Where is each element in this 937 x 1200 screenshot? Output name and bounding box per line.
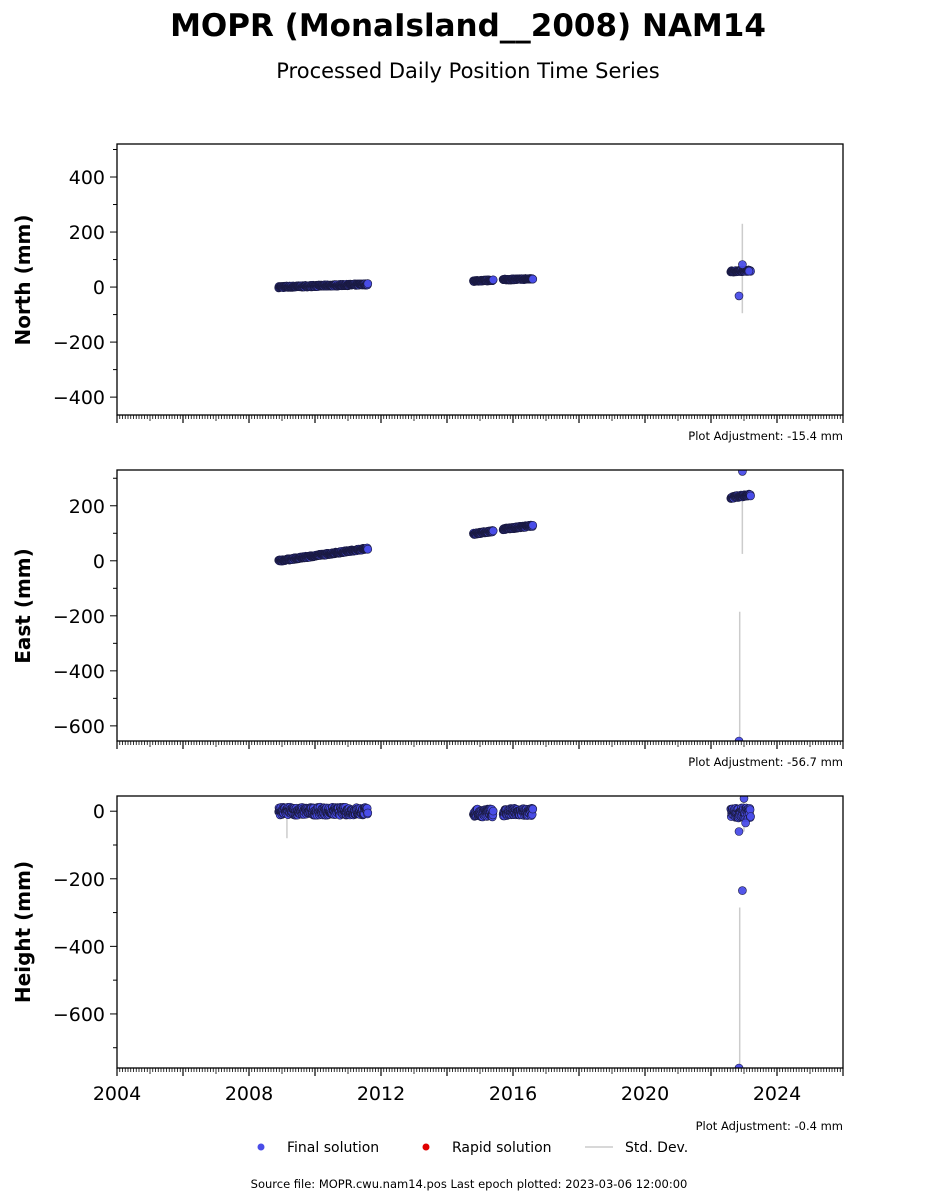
panel-1: −400 −200 0 200 400 North (mm) Plot Adjustment… [11,143,844,443]
data-point [528,804,538,814]
data-point [734,1063,744,1068]
y-tick-label: −400 [53,936,105,958]
chart-subtitle: Processed Daily Position Time Series [276,59,660,83]
legend-final-label: Final solution [287,1140,379,1156]
plot-adjustment-note: Plot Adjustment: -15.4 mm [688,429,843,443]
panel-3: −600 −400 −200 0 2004 2008 2012 2016 2020 2024 Hei… [11,795,844,1133]
plot-adjustment-note: Plot Adjustment: -0.4 mm [696,1119,843,1133]
data-point [528,520,538,530]
x-tick-label: 2008 [225,1083,273,1105]
x-tick-label: 2016 [489,1083,537,1105]
legend-rapid-marker [422,1143,430,1151]
data-point [363,279,373,288]
plot-area [274,223,755,314]
axes-frame [116,795,844,1069]
data-point [734,736,744,741]
y-tick-label: 400 [69,167,105,189]
y-axis-label: East (mm) [11,548,35,664]
y-tick-label: −400 [53,661,105,683]
y-tick-label: 0 [93,551,105,573]
x-tick-label: 2012 [357,1083,405,1105]
y-tick-label: 0 [93,801,105,823]
x-tick-label: 2024 [753,1083,801,1105]
y-axis-label: Height (mm) [11,861,35,1003]
y-tick-label: −600 [53,1004,105,1026]
data-point [739,796,749,803]
legend: Final solution Rapid solution Std. Dev. [257,1140,688,1156]
data-point [528,274,538,284]
data-point [363,544,373,554]
data-point [363,808,373,818]
plot-area [274,470,755,741]
data-point [744,266,754,276]
data-point [734,827,744,836]
panel-2: −600 −400 −200 0 200 East (mm) Plot Adjustment… [11,469,844,769]
y-tick-label: 200 [69,222,105,244]
y-tick-label: −200 [53,869,105,891]
chart-title: MOPR (MonaIsland__2008) NAM14 [170,8,766,44]
axes-frame [116,469,844,742]
y-tick-label: 0 [93,277,105,299]
y-tick-label: −200 [53,606,105,628]
y-tick-label: −200 [53,332,105,354]
data-point [734,291,744,301]
y-tick-label: −600 [53,716,105,738]
footer-source: Source file: MOPR.cwu.nam14.pos Last epo… [251,1177,688,1191]
plot-adjustment-note: Plot Adjustment: -56.7 mm [688,755,843,769]
data-point [746,491,755,501]
data-point [738,886,747,895]
plot-area [274,796,755,1068]
data-point [746,812,755,821]
data-point [488,275,498,285]
data-point [738,470,747,476]
x-tick-label: 2020 [621,1083,669,1105]
data-point [488,526,498,536]
y-tick-label: 200 [69,496,105,518]
x-tick-label: 2004 [93,1083,141,1105]
y-axis-label: North (mm) [11,214,35,345]
legend-rapid-label: Rapid solution [452,1140,552,1156]
data-point [741,818,750,828]
y-tick-label: −400 [53,387,105,409]
legend-std-label: Std. Dev. [625,1140,688,1156]
legend-final-marker [257,1143,265,1151]
data-point [488,806,498,816]
data-point [738,260,747,269]
